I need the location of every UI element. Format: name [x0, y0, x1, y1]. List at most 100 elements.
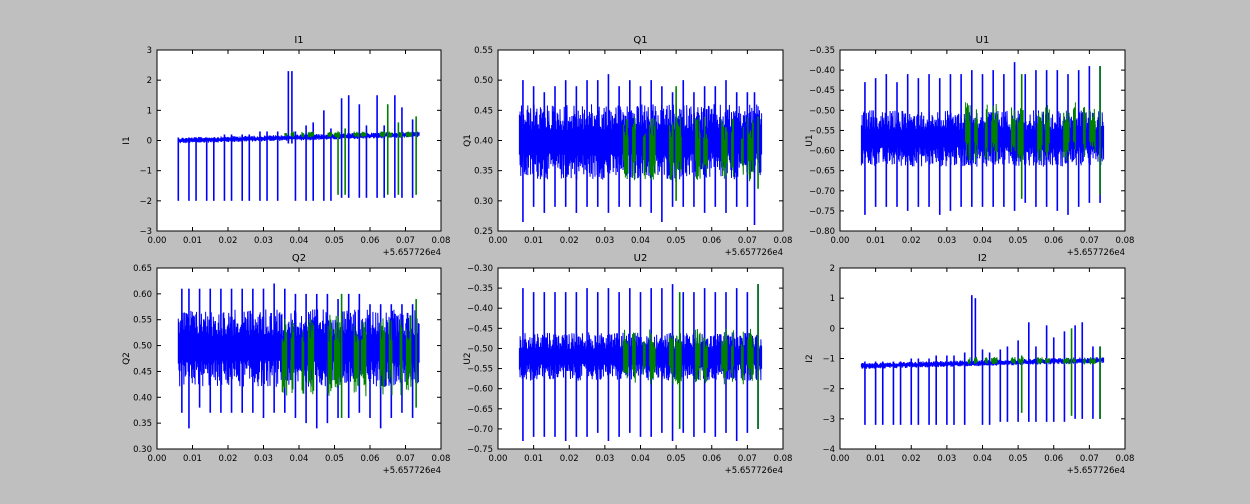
x-tick-label: 0.05 — [667, 236, 686, 246]
x-tick-label: 0.08 — [432, 236, 451, 246]
x-tick-label: 0.05 — [1009, 236, 1028, 246]
x-tick-label: 0.08 — [774, 454, 793, 464]
subplot-u2: 0.00 0.01 0.02 0.03 0.04 0.05 0.06 0.07 0.08 +5.6… — [463, 253, 792, 476]
data-layer — [518, 74, 763, 225]
x-offset-label: +5.657726e4 — [1067, 248, 1125, 258]
x-offset-label: +5.657726e4 — [1067, 466, 1125, 476]
series-green — [965, 66, 1101, 199]
x-offset-label: +5.657726e4 — [383, 248, 441, 258]
x-tick-label: 0.07 — [396, 236, 415, 246]
x-tick-label: 0.07 — [738, 236, 757, 246]
y-tick-label: 0.50 — [474, 76, 493, 86]
series-trace — [623, 328, 754, 385]
x-tick-label: 0.08 — [1116, 236, 1135, 246]
y-tick-label: −0.65 — [467, 405, 493, 415]
subplot-q2: 0.00 0.01 0.02 0.03 0.04 0.05 0.06 0.07 0.08 +5.6… — [122, 253, 450, 476]
x-tick-label: 0.03 — [937, 454, 956, 464]
y-tick-label: −0.70 — [467, 425, 493, 435]
y-tick-label: −0.30 — [467, 264, 493, 274]
data-layer — [860, 62, 1105, 215]
y-tick-label: −0.45 — [809, 86, 835, 96]
x-tick-label: 0.03 — [937, 236, 956, 246]
series-trace — [967, 356, 1096, 365]
y-tick-label: −0.45 — [467, 324, 493, 334]
y-tick-label: −0.75 — [467, 445, 493, 455]
x-offset-label: +5.657726e4 — [725, 248, 783, 258]
x-tick-label: 0.03 — [254, 236, 273, 246]
series-trace — [284, 131, 413, 138]
series-trace — [177, 131, 420, 144]
x-tick-label: 0.01 — [866, 236, 885, 246]
y-tick-label: 0.60 — [133, 290, 152, 300]
x-tick-label: 0.07 — [396, 454, 415, 464]
y-axis-label: Q2 — [122, 352, 132, 365]
data-layer — [860, 295, 1105, 425]
subplot-title: Q1 — [633, 35, 647, 46]
y-tick-label: −1 — [822, 355, 835, 365]
subplot-i1: 0.00 0.01 0.02 0.03 0.04 0.05 0.06 0.07 0.08 +5.6… — [122, 35, 450, 258]
subplot-title: U1 — [976, 35, 990, 46]
subplot-u1: 0.00 0.01 0.02 0.03 0.04 0.05 0.06 0.07 0.08 +5.6… — [805, 35, 1134, 258]
x-tick-label: 0.07 — [738, 454, 757, 464]
x-tick-label: 0.00 — [831, 454, 850, 464]
y-tick-label: 0 — [147, 137, 152, 147]
series-trace — [177, 309, 420, 387]
series-green — [623, 86, 759, 201]
y-tick-label: 2 — [147, 76, 152, 86]
data-layer — [177, 283, 420, 429]
x-tick-label: 0.03 — [595, 236, 614, 246]
y-axis-label: I1 — [122, 136, 132, 144]
x-tick-label: 0.00 — [489, 236, 508, 246]
x-tick-label: 0.02 — [560, 454, 579, 464]
x-tick-label: 0.04 — [973, 236, 992, 246]
x-tick-label: 0.01 — [866, 454, 885, 464]
subplot-title: U2 — [634, 253, 648, 264]
y-tick-label: 2 — [830, 264, 835, 274]
y-tick-label: −3 — [139, 227, 152, 237]
y-tick-label: 1 — [830, 294, 835, 304]
x-tick-label: 0.05 — [325, 454, 344, 464]
x-tick-label: 0.01 — [524, 236, 543, 246]
subplot-i2: 0.00 0.01 0.02 0.03 0.04 0.05 0.06 0.07 0.08 +5.6… — [805, 253, 1134, 476]
subplot-q1: 0.00 0.01 0.02 0.03 0.04 0.05 0.06 0.07 0.08 +5.6… — [463, 35, 792, 258]
x-tick-label: 0.01 — [524, 454, 543, 464]
y-tick-label: −2 — [139, 197, 152, 207]
y-tick-label: 1 — [147, 106, 152, 116]
y-tick-label: 0.65 — [133, 264, 152, 274]
y-tick-label: −2 — [822, 385, 835, 395]
y-tick-label: 0.40 — [474, 137, 493, 147]
x-tick-label: 0.00 — [148, 454, 167, 464]
x-tick-label: 0.02 — [219, 236, 238, 246]
x-tick-label: 0.07 — [1080, 454, 1099, 464]
data-layer — [177, 71, 420, 201]
x-tick-label: 0.00 — [831, 236, 850, 246]
x-tick-label: 0.06 — [702, 236, 721, 246]
x-tick-label: 0.04 — [290, 236, 309, 246]
y-tick-label: −0.50 — [467, 344, 493, 354]
y-tick-label: 0.35 — [474, 167, 493, 177]
x-tick-label: 0.08 — [1116, 454, 1135, 464]
series-trace — [281, 314, 412, 397]
x-tick-label: 0.01 — [183, 454, 202, 464]
series-blue — [177, 71, 420, 201]
x-tick-label: 0.06 — [361, 236, 380, 246]
series-blue — [860, 295, 1105, 425]
x-tick-label: 0.05 — [667, 454, 686, 464]
x-tick-label: 0.04 — [290, 454, 309, 464]
x-tick-label: 0.02 — [902, 454, 921, 464]
y-tick-label: 0.30 — [474, 197, 493, 207]
y-tick-label: −0.65 — [809, 167, 835, 177]
series-green — [623, 284, 759, 429]
y-axis-label: Q1 — [463, 134, 473, 147]
series-green — [967, 328, 1101, 419]
y-axis-label: I2 — [805, 354, 815, 362]
y-tick-label: 0.45 — [133, 367, 152, 377]
x-tick-label: 0.02 — [560, 236, 579, 246]
y-axis-label: U1 — [805, 134, 815, 146]
y-tick-label: −0.40 — [809, 66, 835, 76]
x-tick-label: 0.00 — [148, 236, 167, 246]
y-tick-label: −0.75 — [809, 207, 835, 217]
y-tick-label: −0.50 — [809, 106, 835, 116]
